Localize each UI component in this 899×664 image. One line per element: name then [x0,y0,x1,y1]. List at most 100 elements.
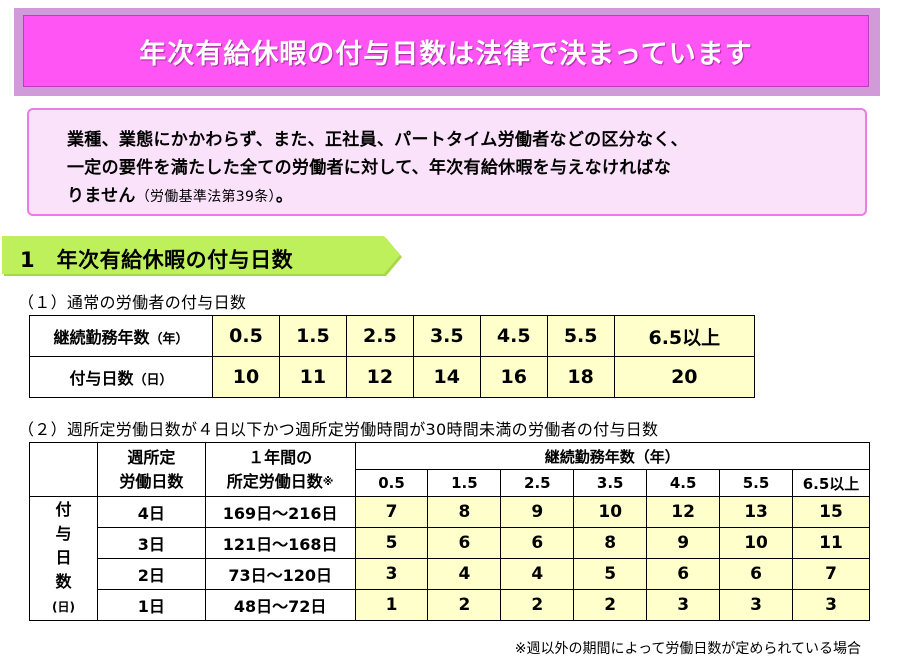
days-cell: 11 [278,356,347,398]
weekly-days-cell: 4日 [96,496,206,528]
year-header-cell: 0.5 [354,469,429,497]
year-cell: 1.5 [278,315,347,357]
granted-days-cell: 5 [354,527,429,559]
granted-days-cell: 6 [500,527,575,559]
granted-days-cell: 4 [427,558,502,590]
year-cell: 6.5以上 [613,315,756,357]
weekly-days-header-line2: 労働日数 [119,471,184,491]
notice-line-3: りません [67,186,136,206]
years-header-unit: （年） [149,332,189,347]
annual-days-header-line1: １年間の [248,447,313,467]
granted-days-cell: 6 [646,558,721,590]
side-char: 与 [55,524,72,543]
granted-days-cell: 6 [427,527,502,559]
year-header-cell: 3.5 [573,469,648,497]
years-row: 継続勤務年数（年） 0.5 1.5 2.5 3.5 4.5 5.5 6.5以上 [29,315,756,357]
year-header-cell: 6.5以上 [791,469,871,497]
granted-days-cell: 13 [719,496,793,528]
year-header-cell: 5.5 [719,469,793,497]
annual-days-header: １年間の所定労働日数※ [204,442,356,497]
year-cell: 2.5 [345,315,414,357]
side-char: 付 [55,500,72,519]
page-title: 年次有給休暇の付与日数は法律で決まっています [139,38,753,70]
year-header-cell: 1.5 [427,469,502,497]
days-cell: 12 [345,356,414,398]
weekly-days-header: 週所定 労働日数 [96,442,206,497]
title-banner: 年次有給休暇の付与日数は法律で決まっています [14,8,880,96]
granted-days-cell: 10 [573,496,648,528]
weekly-days-cell: 3日 [96,527,206,559]
granted-days-cell: 8 [427,496,502,528]
granted-days-cell: 2 [500,589,575,621]
granted-days-cell: 2 [573,589,648,621]
years-header: 継続勤務年数（年） [29,315,213,357]
granted-days-cell: 7 [354,496,429,528]
year-header-cell: 4.5 [646,469,721,497]
granted-days-cell: 9 [500,496,575,528]
section-heading: 1 年次有給休暇の付与日数 [0,236,410,278]
days-header-label: 付与日数 [69,369,134,388]
years-group-header: 継続勤務年数（年） [354,442,871,470]
side-char: 数 [55,572,72,591]
year-cell: 0.5 [212,315,280,357]
table-row: 2日 73日～120日 3 4 4 5 6 6 7 [30,558,871,590]
annual-days-cell: 169日～216日 [204,496,356,528]
notice-box: 業種、業態にかかわらず、また、正社員、パートタイム労働者などの区分なく、 一定の… [27,108,867,216]
year-cell: 3.5 [412,315,481,357]
granted-days-cell: 8 [573,527,648,559]
days-header: 付与日数（日） [29,356,213,398]
subsection-title-1: （１）通常の労働者の付与日数 [18,293,247,312]
subsection-title-2: （２）週所定労働日数が４日以下かつ週所定労働時間が30時間未満の労働者の付与日数 [18,420,659,439]
granted-days-cell: 1 [354,589,429,621]
days-header-unit: （日） [133,373,173,388]
granted-days-cell: 3 [354,558,429,590]
days-cell: 14 [412,356,481,398]
days-cell: 20 [613,356,756,398]
weekly-days-cell: 1日 [96,589,206,621]
notice-line-1: 業種、業態にかかわらず、また、正社員、パートタイム労働者などの区分なく、 [67,130,688,150]
year-cell: 5.5 [546,315,615,357]
weekly-days-header-line1: 週所定 [127,447,176,467]
years-header-label: 継続勤務年数 [53,328,150,347]
granted-days-cell: 7 [791,558,871,590]
granted-days-cell: 6 [719,558,793,590]
annual-days-header-line2: 所定労働日数 [226,471,323,491]
notice-end: 。 [275,186,294,206]
section-arrow-shape [2,236,402,276]
table-row: 付 与 日 数 (日) 4日 169日～216日 7 8 9 10 12 13 … [29,496,871,621]
side-unit: (日) [51,600,75,614]
granted-days-cell: 3 [791,589,871,621]
granted-days-cell: 5 [573,558,648,590]
days-row: 付与日数（日） 10 11 12 14 16 18 20 [29,356,756,398]
notice-citation: （労働基準法第39条） [135,189,276,205]
granted-days-cell: 15 [791,496,871,528]
annual-days-note-mark: ※ [322,474,334,488]
table-row: 3日 121日～168日 5 6 6 8 9 10 11 [30,527,871,559]
table2-header-row-2: 0.5 1.5 2.5 3.5 4.5 5.5 6.5以上 [29,469,871,497]
notice-text: 業種、業態にかかわらず、また、正社員、パートタイム労働者などの区分なく、 一定の… [67,126,845,211]
part-time-table: 週所定労働日数 １年間の所定労働日数※ 継続勤務年数（年） 0.5 1.5 2.… [29,442,871,621]
year-cell: 4.5 [479,315,548,357]
granted-days-cell: 4 [500,558,575,590]
weekly-days-cell: 2日 [96,558,206,590]
granted-days-side-label: 付 与 日 数 (日) [29,496,98,621]
annual-days-cell: 73日～120日 [204,558,356,590]
days-cell: 18 [546,356,615,398]
granted-days-cell: 3 [646,589,721,621]
section-title: 1 年次有給休暇の付与日数 [20,248,294,272]
granted-days-cell: 2 [427,589,502,621]
notice-line-2: 一定の要件を満たした全ての労働者に対して、年次有給休暇を与えなければな [67,158,672,178]
granted-days-cell: 12 [646,496,721,528]
granted-days-cell: 10 [719,527,793,559]
annual-days-cell: 48日～72日 [204,589,356,621]
normal-worker-table: 継続勤務年数（年） 0.5 1.5 2.5 3.5 4.5 5.5 6.5以上 … [29,315,756,398]
granted-days-cell: 11 [791,527,871,559]
annual-days-cell: 121日～168日 [204,527,356,559]
table2-header-row-1: 週所定労働日数 １年間の所定労働日数※ 継続勤務年数（年） [29,442,871,497]
footnote: ※週以外の期間によって労働日数が定められている場合 [514,641,861,657]
year-header-cell: 2.5 [500,469,575,497]
table2-corner-cell [29,442,98,497]
days-cell: 10 [212,356,280,398]
table-row: 1日 48日～72日 1 2 2 2 3 3 3 [30,589,871,621]
days-cell: 16 [479,356,548,398]
